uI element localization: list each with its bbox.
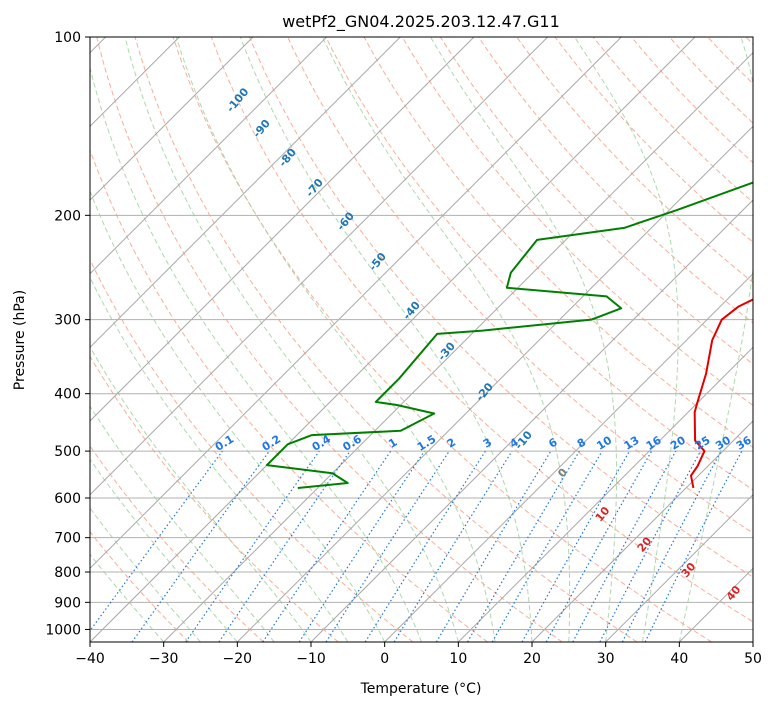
x-tick-label: −20 [223, 651, 253, 667]
x-axis: −40 −30 −20 −10 0 10 20 30 40 50 [75, 642, 762, 667]
y-axis-label: Pressure (hPa) [12, 290, 28, 390]
isotherm-line [531, 420, 753, 642]
dry-adiabat-line [90, 531, 190, 642]
dry-adiabat-line [325, 37, 753, 491]
mixing-ratio-line [521, 450, 631, 642]
dry-adiabat-line [90, 445, 264, 642]
dry-adiabat-line [96, 37, 563, 642]
isotherm-line [605, 493, 753, 642]
mixing-ratio-line [298, 450, 425, 642]
mixing-ratio-line [572, 450, 677, 642]
mixing-ratio-label: 36 [734, 433, 754, 452]
mixing-ratio-line [644, 450, 743, 642]
y-tick-label: 500 [54, 444, 81, 460]
moist-adiabat-line [90, 66, 422, 642]
isotherm-line [90, 37, 475, 422]
isotherm-line [90, 37, 328, 275]
x-tick-label: 20 [523, 651, 541, 667]
isotherms [90, 37, 753, 642]
y-tick-label: 800 [54, 565, 81, 581]
y-tick-label: 200 [54, 208, 81, 224]
moist-adiabat-line [90, 405, 275, 642]
isotherm-line [310, 199, 753, 642]
isotherm-line [90, 37, 549, 496]
isotherm-line [90, 37, 696, 642]
mixing-ratio-line [218, 450, 351, 642]
isotherm-line [90, 37, 254, 201]
moist-adiabat-line [574, 37, 679, 642]
mixing-ratio-line [393, 450, 513, 642]
isotherm-line [457, 346, 753, 642]
y-tick-label: 700 [54, 531, 81, 547]
mixing-ratio-line [185, 450, 320, 642]
y-tick-label: 400 [54, 387, 81, 403]
moist-adiabat-line [124, 37, 459, 642]
moist-adiabat-line [90, 458, 238, 642]
x-tick-label: −10 [296, 651, 326, 667]
mixing-ratio-line [545, 450, 653, 642]
y-tick-label: 600 [54, 491, 81, 507]
mixing-ratio-lines [90, 450, 743, 642]
dry-adiabat-line [134, 37, 638, 642]
y-tick-label: 1000 [45, 622, 81, 638]
mixing-ratio-line [131, 450, 270, 642]
x-tick-label: 10 [449, 651, 467, 667]
dry-adiabat-line [439, 37, 753, 365]
x-tick-label: 40 [670, 651, 688, 667]
chart-title: wetPf2_GN04.2025.203.12.47.G11 [282, 12, 560, 32]
profile-lines [265, 181, 753, 489]
dry-adiabats [90, 37, 753, 642]
moist-adiabat-line [678, 37, 753, 642]
x-tick-label: 0 [380, 651, 389, 667]
temperature-profile-line [690, 298, 753, 489]
y-tick-label: 900 [54, 595, 81, 611]
x-axis-label: Temperature (°C) [360, 681, 482, 697]
dry-adiabat-line [249, 37, 753, 578]
mixing-ratio-line [325, 450, 450, 642]
dry-adiabat-line [90, 148, 488, 642]
dry-adiabat-line [90, 355, 339, 642]
moist-adiabat-line [90, 276, 349, 642]
plot-frame [89, 36, 754, 643]
dewpoint-profile-line [265, 181, 753, 489]
moist-adiabat-line [430, 37, 618, 642]
isotherm-line [236, 125, 753, 642]
isobars [90, 37, 753, 630]
moist-adiabat-line [175, 37, 496, 642]
mixing-ratio-line [90, 450, 223, 632]
y-axis: 100 200 300 400 500 600 700 800 900 1000 [45, 30, 90, 638]
isotherm-line [90, 37, 401, 349]
y-tick-label: 300 [54, 313, 81, 329]
isotherm-line [90, 37, 622, 570]
x-tick-label: 50 [744, 651, 762, 667]
dry-adiabat-line [172, 37, 712, 642]
moist-adiabat-line [239, 37, 533, 642]
moist-adiabat-line [322, 37, 571, 642]
x-tick-label: −40 [75, 651, 105, 667]
moist-adiabats [90, 37, 753, 642]
y-tick-label: 100 [54, 30, 81, 46]
moist-adiabat-line [90, 189, 386, 642]
dry-adiabat-line [401, 37, 753, 406]
isotherm-line [384, 272, 753, 642]
x-tick-label: −30 [149, 651, 179, 667]
dry-adiabat-line [210, 37, 753, 623]
isotherm-line [163, 51, 753, 642]
mixing-ratio-line [262, 450, 392, 642]
x-tick-label: 30 [597, 651, 615, 667]
